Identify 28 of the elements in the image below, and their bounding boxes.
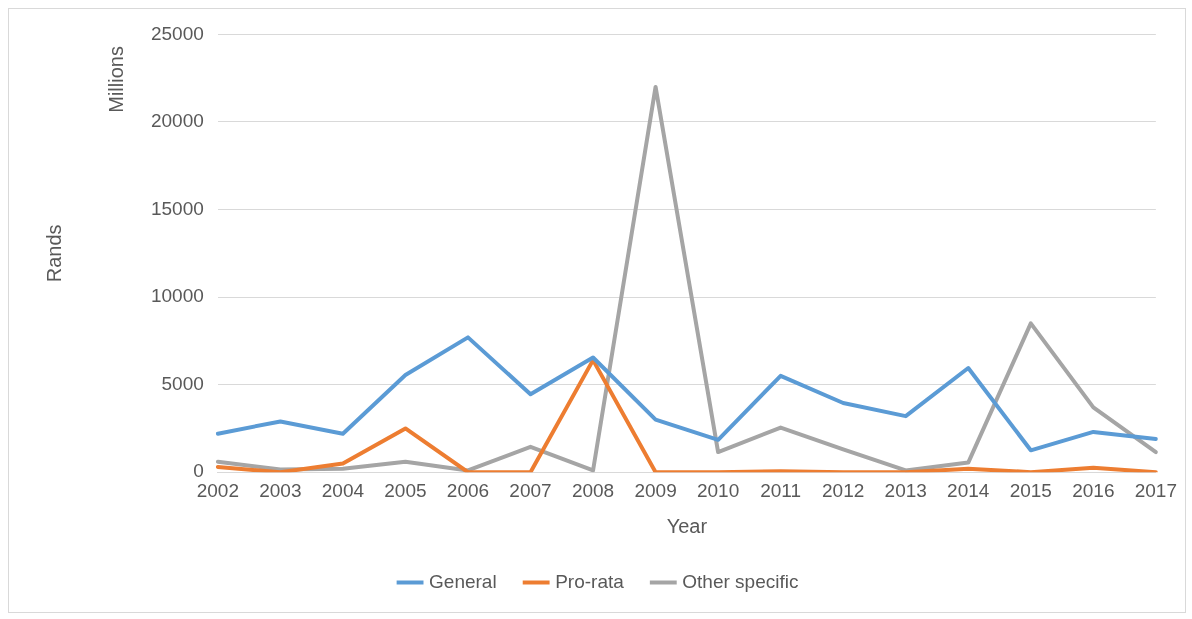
y-tick-label: 20000 [150,110,204,132]
y-tick-label: 0 [193,460,204,482]
legend-label: Other specific [682,570,799,592]
x-tick-label: 2016 [1072,479,1115,501]
x-tick-label: 2015 [1009,479,1052,501]
legend-label: General [429,570,497,592]
x-tick-label: 2014 [947,479,990,501]
x-tick-label: 2004 [321,479,365,501]
x-tick-label: 2017 [1134,479,1178,501]
y-tick-label: 10000 [150,285,204,307]
x-tick-label: 2008 [571,479,615,501]
x-tick-label: 2010 [696,479,740,501]
y-tick-label: 5000 [161,372,204,394]
x-tick-label: 2002 [196,479,239,501]
legend-label: Pro-rata [555,570,625,592]
y-tick-label: 15000 [150,197,204,219]
y-tick-label: 25000 [150,22,204,44]
x-tick-label: 2012 [822,479,865,501]
text: Millions [105,46,128,113]
x-tick-label: 2013 [884,479,927,501]
x-tick-label: 2003 [259,479,302,501]
x-tick-label: 2007 [509,479,552,501]
x-axis-title: Year [666,514,708,537]
x-tick-label: 2005 [384,479,427,501]
y-axis-title: Rands [42,224,65,283]
x-tick-label: 2009 [634,479,677,501]
x-tick-label: 2006 [446,479,490,501]
x-tick-label: 2011 [760,479,802,501]
